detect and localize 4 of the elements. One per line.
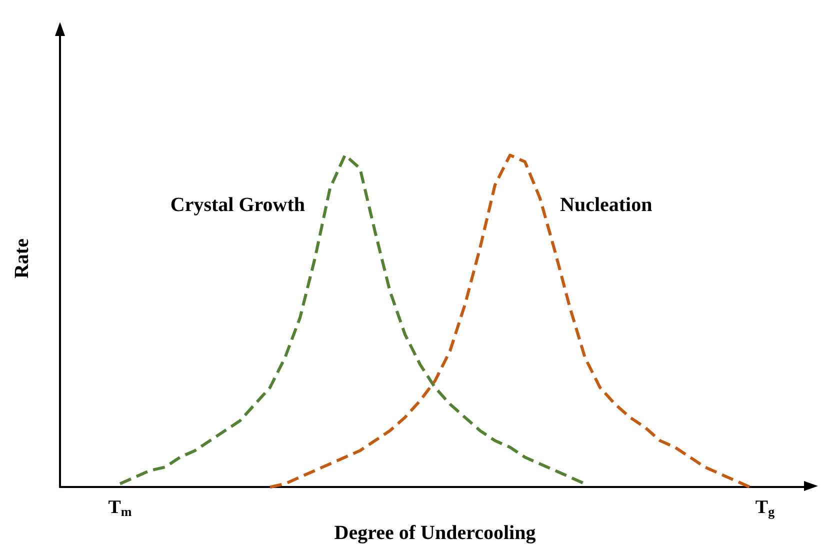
y-axis-title: Rate bbox=[11, 238, 33, 279]
x-axis-title: Degree of Undercooling bbox=[334, 522, 536, 544]
series-label: Nucleation bbox=[560, 194, 652, 216]
series-label: Crystal Growth bbox=[170, 194, 305, 216]
